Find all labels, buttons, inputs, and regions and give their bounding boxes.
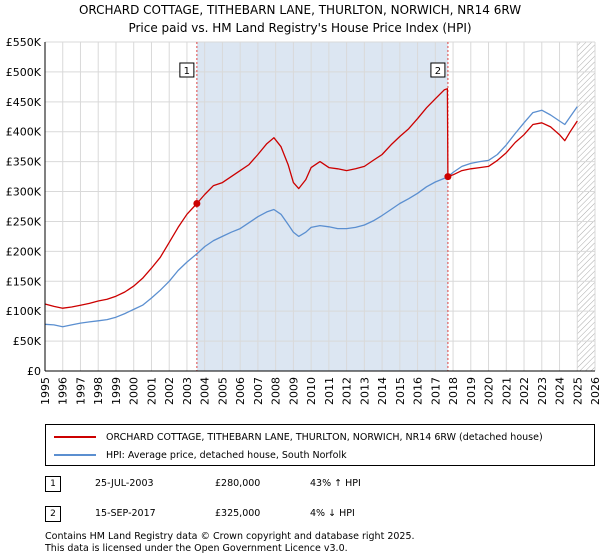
footer-copyright: Contains HM Land Registry data © Crown c… <box>45 531 415 542</box>
y-tick-label: £0 <box>27 365 41 378</box>
chart-subtitle: Price paid vs. HM Land Registry's House … <box>128 21 472 35</box>
x-tick-label: 2016 <box>412 377 425 405</box>
x-tick-label: 2010 <box>305 377 318 405</box>
x-tick-label: 2025 <box>571 377 584 405</box>
sale-row: 1 25-JUL-2003 £280,000 43% ↑ HPI <box>45 476 385 494</box>
x-tick-label: 2008 <box>270 377 283 405</box>
x-tick-label: 2015 <box>394 377 407 405</box>
x-tick-label: 1996 <box>57 377 70 405</box>
y-tick-label: £300K <box>6 186 42 199</box>
x-tick-label: 1999 <box>110 377 123 405</box>
x-tick-label: 2005 <box>216 377 229 405</box>
x-tick-label: 2006 <box>234 377 247 405</box>
sale-marker-box <box>179 62 195 78</box>
x-tick-label: 2022 <box>518 377 531 405</box>
y-tick-label: £150K <box>6 275 42 288</box>
property-price-line <box>44 88 578 309</box>
sale-price: £325,000 <box>215 508 261 519</box>
y-tick-label: £550K <box>6 36 42 49</box>
sale-point <box>193 200 201 208</box>
y-tick-label: £100K <box>6 305 42 318</box>
sale-date: 25-JUL-2003 <box>95 478 154 489</box>
x-tick-label: 2007 <box>252 377 265 405</box>
x-tick-label: 2004 <box>199 377 212 405</box>
shaded-region <box>196 42 448 371</box>
x-tick-label: 1995 <box>39 377 52 405</box>
price-chart: 1 2 £0 £50K £100K £150K £200K £250K £300K £350K £… <box>6 36 600 405</box>
sale-hpi-change: 4% ↓ HPI <box>310 508 355 519</box>
footer-licence: This data is licensed under the Open Gov… <box>45 543 348 554</box>
y-tick-label: £50K <box>13 335 42 348</box>
x-tick-label: 1997 <box>74 377 87 405</box>
x-tick-label: 2021 <box>500 377 513 405</box>
sale-badge: 1 <box>45 476 61 492</box>
x-tick-label: 2017 <box>429 377 442 405</box>
x-tick-label: 2000 <box>128 377 141 405</box>
sale-row: 2 15-SEP-2017 £325,000 4% ↓ HPI <box>45 506 385 524</box>
x-tick-label: 2014 <box>376 377 389 405</box>
x-tick-label: 2012 <box>341 377 354 405</box>
legend: ORCHARD COTTAGE, TITHEBARN LANE, THURLTO… <box>45 424 595 466</box>
x-tick-label: 2011 <box>323 377 336 405</box>
legend-item-hpi: HPI: Average price, detached house, Sout… <box>54 448 347 462</box>
x-tick-label: 2019 <box>465 377 478 405</box>
legend-item-property: ORCHARD COTTAGE, TITHEBARN LANE, THURLTO… <box>54 430 543 444</box>
y-tick-label: £350K <box>6 156 42 169</box>
legend-swatch-property <box>54 436 96 438</box>
chart-title: ORCHARD COTTAGE, TITHEBARN LANE, THURLTO… <box>78 3 522 17</box>
x-tick-label: 2003 <box>181 377 194 405</box>
y-tick-label: £450K <box>6 96 42 109</box>
sale-hpi-change: 43% ↑ HPI <box>310 478 361 489</box>
legend-swatch-hpi <box>54 454 96 456</box>
y-tick-label: £400K <box>6 126 42 139</box>
sale-marker-label: 1 <box>184 66 190 77</box>
sale-date: 15-SEP-2017 <box>95 508 156 519</box>
y-tick-label: £500K <box>6 66 42 79</box>
x-tick-label: 2024 <box>554 377 567 405</box>
x-tick-label: 2009 <box>287 377 300 405</box>
x-tick-label: 2023 <box>536 377 549 405</box>
hpi-line <box>44 106 578 328</box>
sale-marker-label: 2 <box>435 66 441 77</box>
x-tick-label: 2013 <box>358 377 371 405</box>
legend-label-hpi: HPI: Average price, detached house, Sout… <box>106 449 347 461</box>
sale-price: £280,000 <box>215 478 261 489</box>
sale-badge: 2 <box>45 506 61 522</box>
x-tick-label: 2026 <box>589 377 600 405</box>
sale-marker-box <box>430 62 446 78</box>
y-tick-label: £200K <box>6 245 42 258</box>
x-tick-label: 2018 <box>447 377 460 405</box>
x-tick-label: 2002 <box>163 377 176 405</box>
x-tick-label: 2020 <box>483 377 496 405</box>
sale-point <box>444 173 452 181</box>
y-tick-label: £250K <box>6 215 42 228</box>
x-tick-label: 1998 <box>92 377 105 405</box>
x-tick-label: 2001 <box>145 377 158 405</box>
legend-label-property: ORCHARD COTTAGE, TITHEBARN LANE, THURLTO… <box>106 431 543 443</box>
hatched-region <box>577 42 595 371</box>
